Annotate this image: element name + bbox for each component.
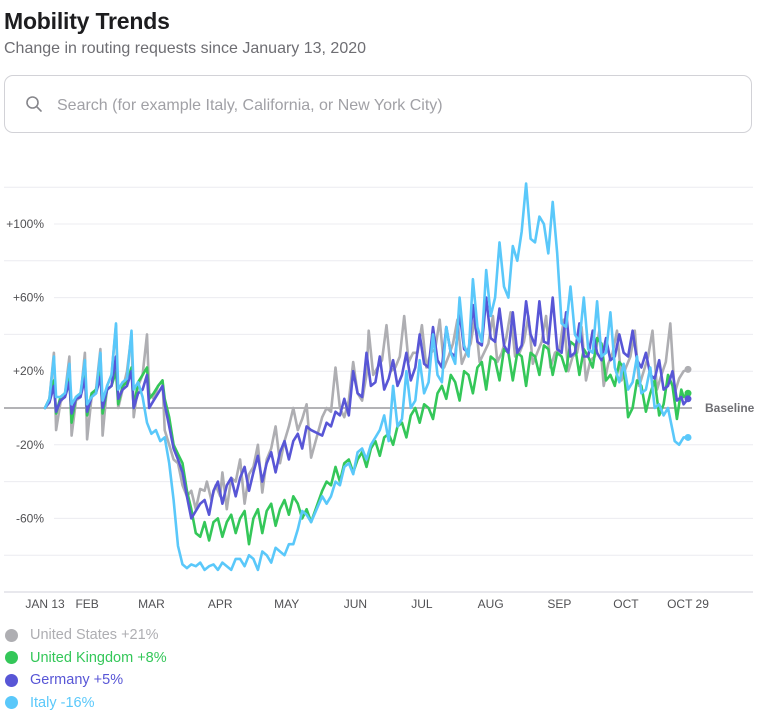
legend-item-united-kingdom[interactable]: United Kingdom +8% <box>4 647 167 670</box>
page-subtitle: Change in routing requests since January… <box>4 40 367 57</box>
search-icon <box>26 96 42 112</box>
y-tick-label: +60% <box>13 291 44 305</box>
mobility-chart: Baseline +100% +60% +20% -20% -60% JAN 13 FEB… <box>4 182 755 611</box>
legend-dot <box>5 651 18 665</box>
x-tick-label: SEP <box>547 597 571 611</box>
x-tick-label: OCT 29 <box>667 597 709 611</box>
chart-series <box>43 182 692 572</box>
search-input[interactable] <box>55 90 739 122</box>
legend-label: Germany +5% <box>30 672 124 689</box>
x-tick-label: MAR <box>138 597 165 611</box>
series-line-united-kingdom <box>43 336 690 546</box>
legend-dot <box>5 673 18 687</box>
series-end-point-united-kingdom <box>684 389 692 397</box>
chart-legend: United States +21% United Kingdom +8% Ge… <box>4 624 167 714</box>
y-axis-ticks: +100% +60% +20% -20% -60% <box>6 217 44 525</box>
baseline-label: Baseline <box>705 401 755 415</box>
y-tick-label: -60% <box>16 511 44 525</box>
x-tick-label: AUG <box>478 597 504 611</box>
x-tick-label: JAN 13 <box>25 597 65 611</box>
legend-item-italy[interactable]: Italy -16% <box>4 692 167 715</box>
page-title: Mobility Trends <box>4 8 170 34</box>
x-tick-label: OCT <box>613 597 639 611</box>
search-box[interactable] <box>4 75 752 133</box>
series-end-point-united-states <box>684 365 692 373</box>
x-tick-label: MAY <box>274 597 299 611</box>
y-tick-label: +100% <box>6 217 44 231</box>
legend-label: United Kingdom +8% <box>30 649 167 666</box>
series-line-italy <box>43 182 690 572</box>
y-tick-label: +20% <box>13 364 44 378</box>
legend-label: Italy -16% <box>30 694 95 711</box>
x-tick-label: APR <box>208 597 233 611</box>
legend-item-germany[interactable]: Germany +5% <box>4 669 167 692</box>
legend-item-united-states[interactable]: United States +21% <box>4 624 167 647</box>
y-tick-label: -20% <box>16 438 44 452</box>
x-axis-ticks: JAN 13 FEB MAR APR MAY JUN JUL AUG SEP OCT OCT 29 <box>25 597 709 611</box>
series-end-point-italy <box>684 433 692 441</box>
x-tick-label: FEB <box>75 597 98 611</box>
series-italy <box>43 182 692 572</box>
x-tick-label: JUL <box>411 597 433 611</box>
series-united-kingdom <box>43 336 692 546</box>
legend-dot <box>5 628 18 642</box>
legend-label: United States +21% <box>30 627 159 644</box>
series-end-point-germany <box>684 395 692 403</box>
legend-dot <box>5 696 18 710</box>
x-tick-label: JUN <box>344 597 367 611</box>
